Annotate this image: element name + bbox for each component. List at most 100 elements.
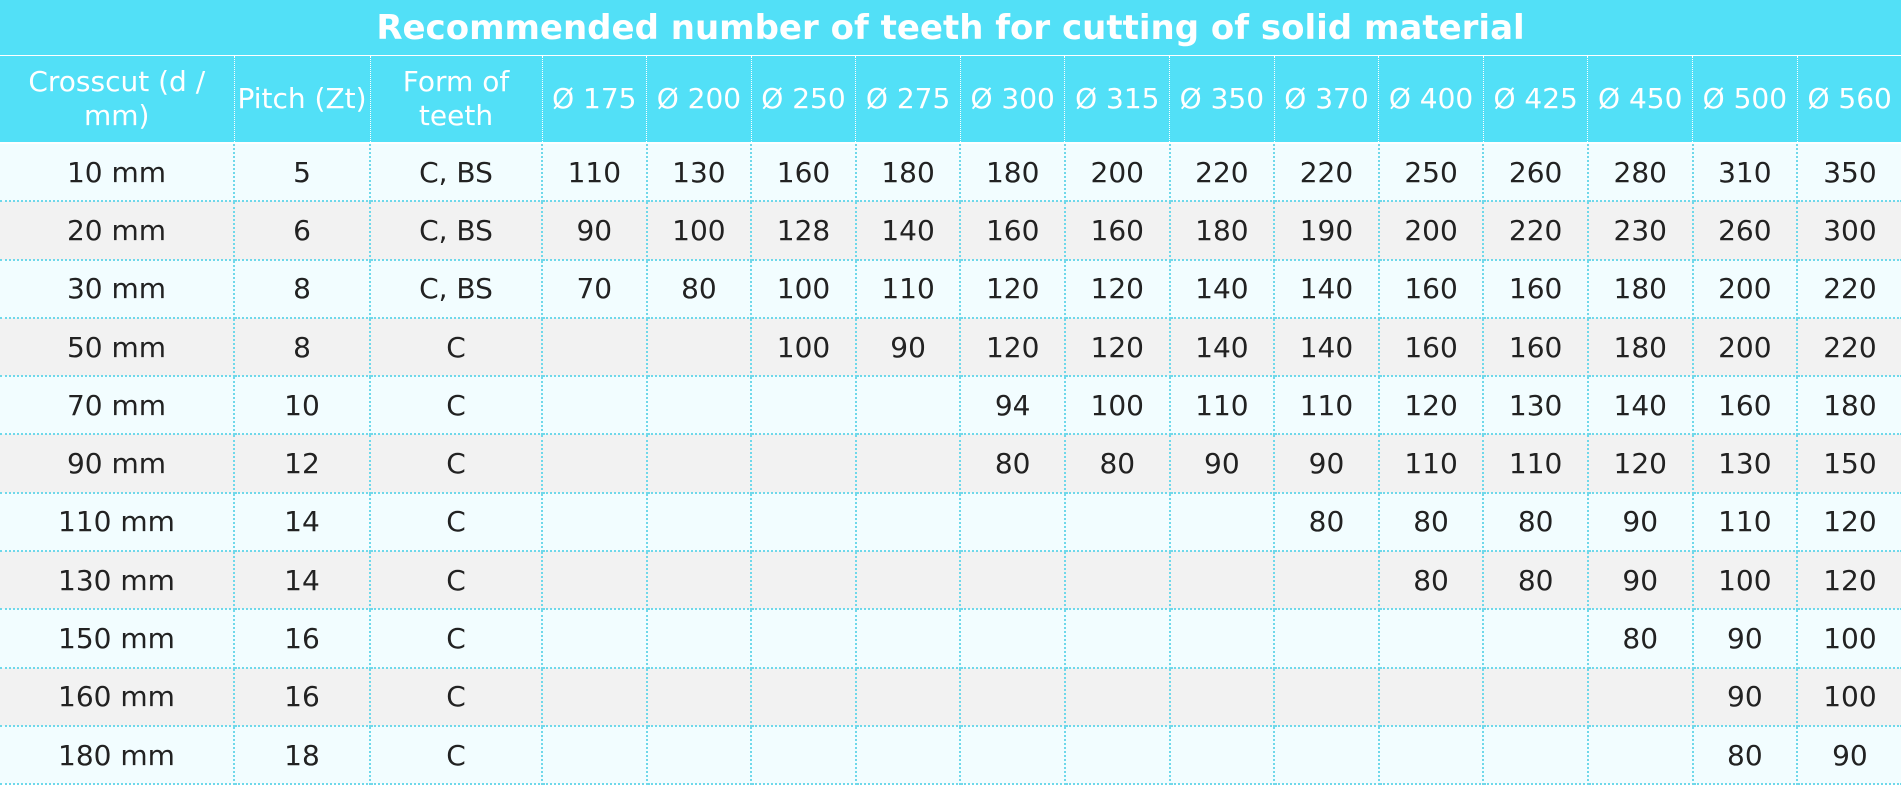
teeth-count-cell: [1169, 551, 1276, 611]
teeth-count-cell: [751, 725, 857, 785]
column-header: Ø 560: [1797, 56, 1901, 143]
pitch-cell: 16: [234, 667, 371, 727]
teeth-count-cell: 180: [1587, 259, 1694, 319]
teeth-count-cell: 120: [1587, 434, 1694, 494]
column-header: Ø 200: [646, 56, 752, 143]
teeth-count-cell: 230: [1587, 201, 1694, 261]
teeth-count-cell: 120: [1064, 259, 1171, 319]
teeth-count-cell: 80: [1483, 492, 1589, 553]
teeth-count-cell: [1064, 725, 1171, 785]
teeth-count-cell: [751, 376, 857, 436]
teeth-count-cell: [542, 376, 648, 436]
teeth-count-cell: [1169, 725, 1276, 785]
teeth-count-cell: [960, 609, 1066, 669]
teeth-count-cell: [1483, 725, 1589, 785]
teeth-count-cell: 90: [1587, 492, 1694, 553]
teeth-count-cell: 110: [1483, 434, 1589, 494]
pitch-cell: 8: [234, 317, 371, 378]
crosscut-cell: 110 mm: [0, 492, 235, 553]
crosscut-cell: 150 mm: [0, 609, 235, 669]
teeth-count-cell: [1274, 725, 1380, 785]
teeth-count-cell: 190: [1274, 201, 1380, 261]
teeth-count-cell: [1378, 609, 1485, 669]
teeth-count-cell: 120: [1378, 376, 1485, 436]
teeth-count-cell: 110: [1274, 376, 1380, 436]
crosscut-cell: 30 mm: [0, 259, 235, 319]
teeth-count-cell: [646, 725, 753, 785]
teeth-count-cell: 100: [1797, 609, 1901, 669]
teeth-count-cell: [751, 434, 857, 494]
crosscut-cell: 70 mm: [0, 376, 235, 436]
table-header-row: Crosscut (d / mm) Pitch (Zt) Form of teeth…: [0, 56, 1901, 143]
teeth-count-cell: [960, 492, 1066, 553]
teeth-count-cell: 140: [855, 201, 962, 261]
pitch-cell: 18: [234, 725, 371, 785]
teeth-count-cell: 300: [1797, 201, 1901, 261]
teeth-count-cell: [1169, 609, 1276, 669]
teeth-count-cell: 100: [751, 317, 857, 378]
teeth-count-cell: 220: [1169, 141, 1276, 203]
teeth-count-cell: [542, 725, 648, 785]
teeth-count-cell: 110: [1692, 492, 1799, 553]
teeth-count-cell: 150: [1797, 434, 1901, 494]
teeth-count-cell: [1064, 667, 1171, 727]
table-row: 90 mm 12 C 80 80 90 90 110 110 120 130 150: [0, 434, 1901, 494]
crosscut-cell: 160 mm: [0, 667, 235, 727]
table-row: 130 mm 14 C 80 80 90 100 120: [0, 551, 1901, 611]
crosscut-cell: 90 mm: [0, 434, 235, 494]
table-row: 160 mm 16 C 90 100: [0, 667, 1901, 727]
teeth-count-cell: 220: [1797, 317, 1901, 378]
teeth-count-cell: [960, 667, 1066, 727]
teeth-count-cell: [751, 667, 857, 727]
teeth-count-cell: 80: [646, 259, 753, 319]
table-row: 150 mm 16 C 80 90 100: [0, 609, 1901, 669]
teeth-count-cell: 110: [855, 259, 962, 319]
table-row: 70 mm 10 C 94 100 110 110 120 130 140 160 180: [0, 376, 1901, 436]
teeth-count-cell: 220: [1797, 259, 1901, 319]
teeth-count-cell: [960, 551, 1066, 611]
teeth-count-cell: [1274, 551, 1380, 611]
teeth-count-cell: 140: [1274, 259, 1380, 319]
teeth-count-cell: 120: [960, 317, 1066, 378]
teeth-count-cell: 100: [751, 259, 857, 319]
teeth-count-cell: [646, 609, 753, 669]
teeth-count-cell: [542, 667, 648, 727]
teeth-count-cell: [855, 434, 962, 494]
teeth-count-cell: 160: [960, 201, 1066, 261]
teeth-count-cell: [751, 492, 857, 553]
crosscut-cell: 180 mm: [0, 725, 235, 785]
teeth-form-cell: C: [370, 725, 543, 785]
table-body: 10 mm 5 C, BS 110 130 160 180 180 200 220 220 250 26…: [0, 141, 1901, 785]
teeth-table: Crosscut (d / mm) Pitch (Zt) Form of teeth…: [0, 56, 1901, 785]
teeth-count-cell: 110: [1378, 434, 1485, 494]
crosscut-cell: 130 mm: [0, 551, 235, 611]
teeth-count-cell: [1378, 667, 1485, 727]
column-header: Ø 250: [751, 56, 857, 143]
teeth-count-cell: [646, 317, 753, 378]
teeth-count-cell: 160: [751, 141, 857, 203]
teeth-count-cell: [1483, 667, 1589, 727]
teeth-count-cell: [855, 609, 962, 669]
teeth-count-cell: 90: [542, 201, 648, 261]
table-row: 180 mm 18 C 80 90: [0, 725, 1901, 785]
teeth-form-cell: C, BS: [370, 141, 543, 203]
teeth-count-cell: 80: [1483, 551, 1589, 611]
teeth-count-cell: 260: [1692, 201, 1799, 261]
column-header: Form of teeth: [370, 56, 543, 143]
teeth-count-cell: 94: [960, 376, 1066, 436]
teeth-count-cell: 180: [1587, 317, 1694, 378]
pitch-cell: 14: [234, 551, 371, 611]
teeth-form-cell: C, BS: [370, 201, 543, 261]
teeth-count-cell: 80: [1692, 725, 1799, 785]
teeth-count-cell: [646, 667, 753, 727]
pitch-cell: 8: [234, 259, 371, 319]
teeth-count-cell: [542, 609, 648, 669]
teeth-form-cell: C: [370, 551, 543, 611]
column-header: Ø 500: [1692, 56, 1798, 143]
teeth-count-cell: [1483, 609, 1589, 669]
teeth-count-cell: 180: [960, 141, 1066, 203]
teeth-form-cell: C: [370, 376, 543, 436]
teeth-count-cell: 110: [542, 141, 648, 203]
pitch-cell: 16: [234, 609, 371, 669]
